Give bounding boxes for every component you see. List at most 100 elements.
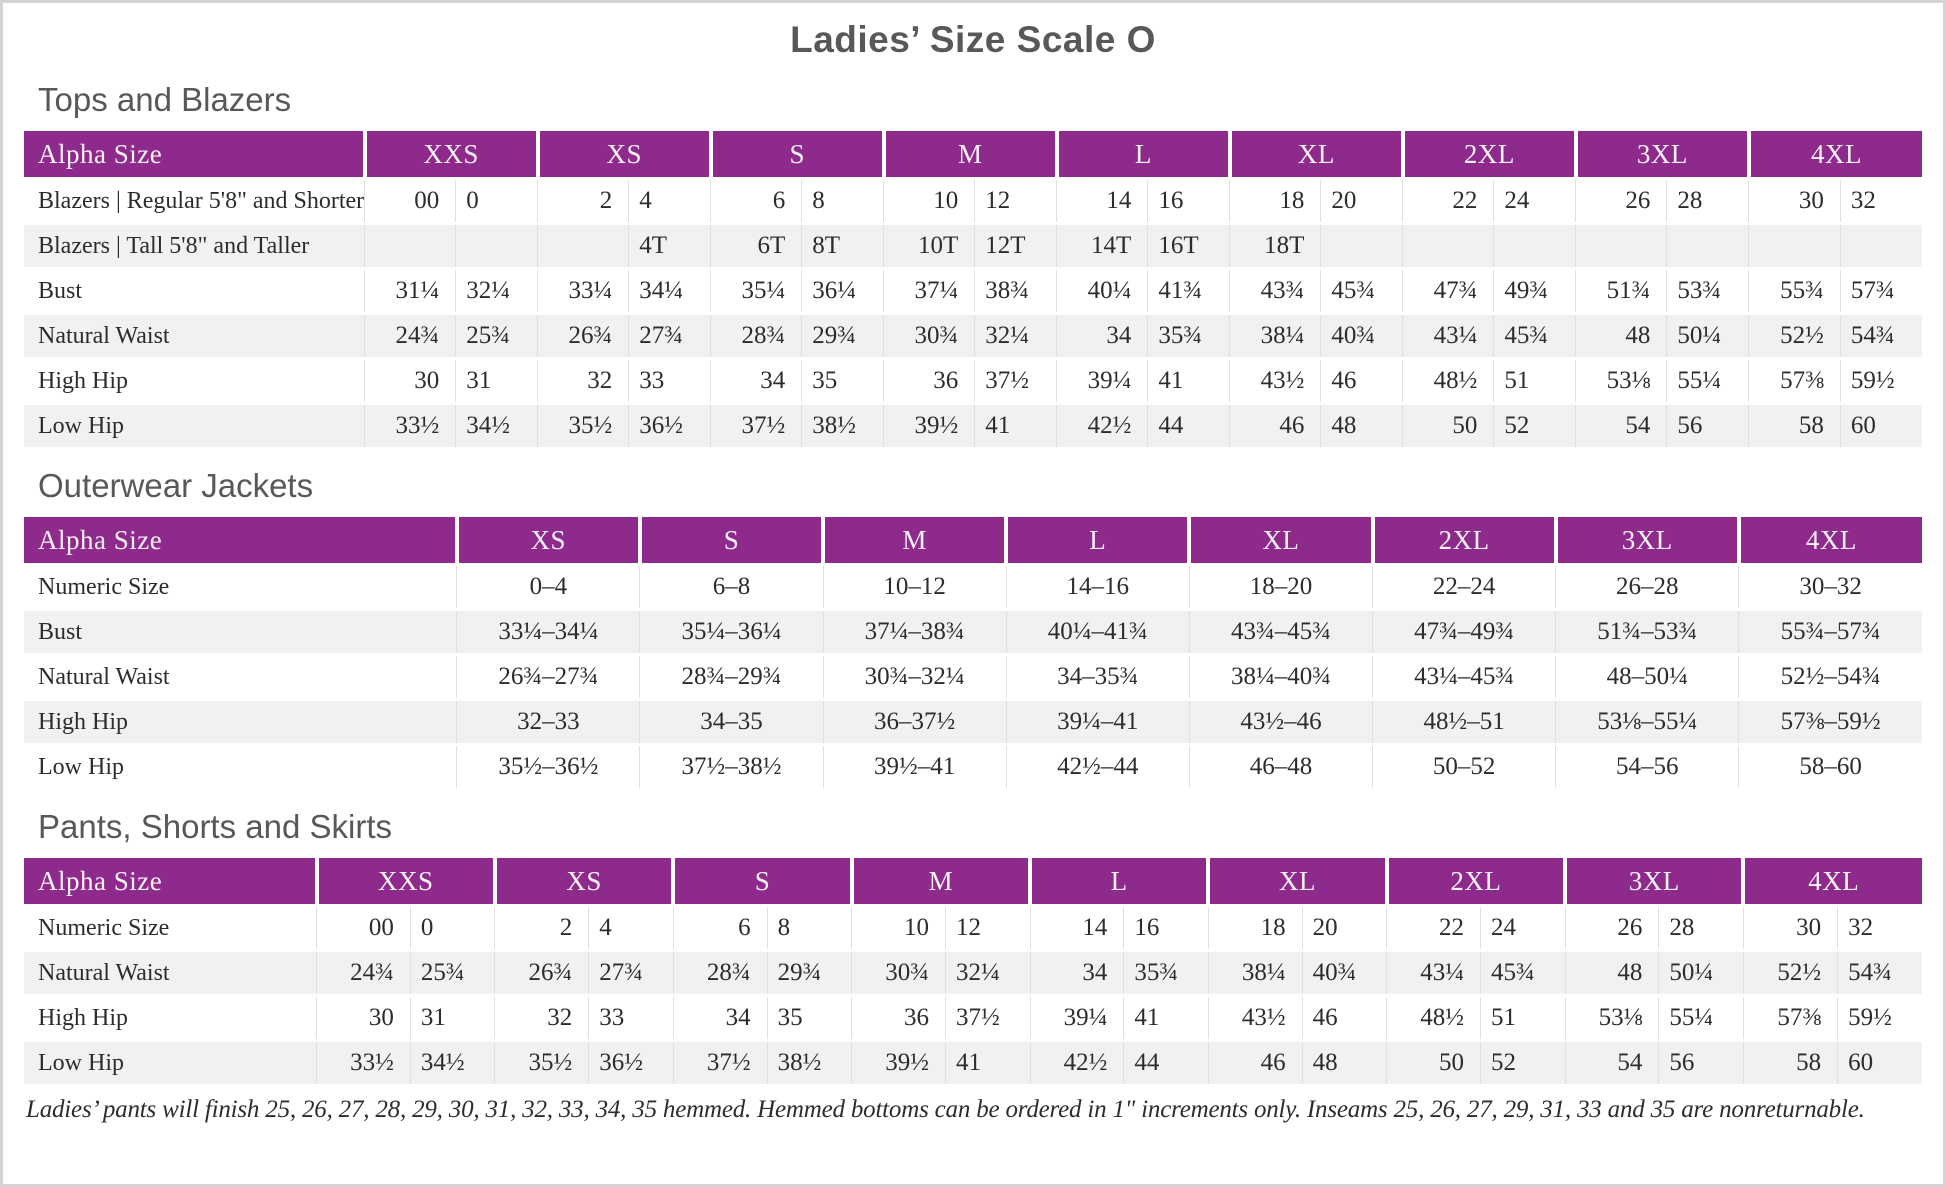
size-cell: 14 bbox=[1056, 177, 1148, 224]
size-cell: 43½ bbox=[1229, 357, 1321, 404]
size-column-header: XXS bbox=[362, 131, 538, 179]
size-cell: 30¾ bbox=[883, 312, 975, 359]
size-cell: 48 bbox=[1301, 1039, 1387, 1084]
size-cell: 34 bbox=[1056, 312, 1148, 359]
section-heading-outerwear-jackets: Outerwear Jackets bbox=[38, 467, 314, 504]
table-row: Low Hip 33½ 34½ 35½ 36½ 37½ 38½ 39½ 41 42½ 44 46 48 5… bbox=[24, 402, 1922, 447]
size-cell: 54 bbox=[1575, 402, 1667, 447]
size-cell: 40¾ bbox=[1320, 312, 1403, 359]
size-column-header: 2XL bbox=[1370, 517, 1556, 565]
size-cell: 10 bbox=[851, 904, 946, 951]
table-row: Natural Waist 24¾ 25¾ 26¾ 27¾ 28¾ 29¾ 30¾ 32¼ 34 3… bbox=[24, 949, 1922, 996]
page-title: Ladies’ Size Scale O bbox=[790, 19, 1156, 60]
size-cell: 56 bbox=[1666, 402, 1749, 447]
row-label: Low Hip bbox=[24, 743, 457, 788]
size-cell: 35½–36½ bbox=[456, 743, 640, 788]
size-cell: 10 bbox=[883, 177, 975, 224]
row-label: High Hip bbox=[24, 357, 365, 404]
size-cell: 10T bbox=[883, 222, 975, 269]
size-cell bbox=[455, 222, 538, 269]
size-cell: 18 bbox=[1229, 177, 1321, 224]
size-cell: 47¾ bbox=[1402, 267, 1494, 314]
size-cell: 38¼ bbox=[1229, 312, 1321, 359]
size-cell: 20 bbox=[1301, 904, 1387, 951]
size-cell: 32¼ bbox=[455, 267, 538, 314]
size-column-header: XL bbox=[1187, 517, 1373, 565]
size-cell: 36½ bbox=[588, 1039, 674, 1084]
size-cell: 40¾ bbox=[1301, 949, 1387, 996]
size-cell: 37½–38½ bbox=[639, 743, 824, 788]
size-cell: 36 bbox=[851, 994, 946, 1041]
size-cell: 31¼ bbox=[364, 267, 456, 314]
size-cell: 39½ bbox=[851, 1039, 946, 1084]
size-cell: 56 bbox=[1658, 1039, 1744, 1084]
size-cell: 12T bbox=[974, 222, 1057, 269]
size-cell: 57⅜ bbox=[1748, 357, 1841, 404]
size-cell: 41 bbox=[944, 1039, 1030, 1084]
table-row: High Hip 30 31 32 33 34 35 36 37½ 39¼ 41 43½ 46 48½ 51… bbox=[24, 357, 1922, 404]
size-cell: 6 bbox=[710, 177, 802, 224]
size-cell: 42½ bbox=[1056, 402, 1148, 447]
size-cell: 55¼ bbox=[1666, 357, 1749, 404]
size-cell: 53⅛ bbox=[1575, 357, 1667, 404]
size-cell: 30 bbox=[1748, 177, 1841, 224]
size-cell: 54¾ bbox=[1839, 312, 1922, 359]
size-cell: 34½ bbox=[409, 1039, 495, 1084]
size-cell bbox=[1575, 222, 1667, 269]
size-column-header: 3XL bbox=[1563, 858, 1744, 906]
size-cell: 34 bbox=[672, 994, 768, 1041]
size-cell: 60 bbox=[1839, 402, 1922, 447]
size-cell: 54¾ bbox=[1837, 949, 1922, 996]
size-cell: 50¼ bbox=[1658, 949, 1744, 996]
size-cell: 32¼ bbox=[944, 949, 1030, 996]
size-cell: 35¼ bbox=[710, 267, 802, 314]
size-cell: 55¾–57¾ bbox=[1738, 608, 1922, 655]
size-cell: 41¾ bbox=[1147, 267, 1230, 314]
size-cell: 30¾–32¼ bbox=[822, 653, 1007, 700]
size-cell: 26¾ bbox=[494, 949, 589, 996]
size-cell: 37½ bbox=[672, 1039, 768, 1084]
table-row: Natural Waist 26¾–27¾ 28¾–29¾ 30¾–32¼ 34–35¾… bbox=[24, 653, 1922, 700]
size-cell: 46 bbox=[1301, 994, 1387, 1041]
size-cell: 31 bbox=[455, 357, 538, 404]
size-cell: 48 bbox=[1575, 312, 1667, 359]
table-row: High Hip 32–33 34–35 36–37½ 39¼–41 43½–46 48½–… bbox=[24, 698, 1922, 745]
size-cell: 16 bbox=[1147, 177, 1230, 224]
header-row: Alpha Size XXS XS S M L XL 2XL 3XL 4XL bbox=[24, 131, 1922, 179]
size-cell: 43¼ bbox=[1402, 312, 1494, 359]
size-column-header: 3XL bbox=[1553, 517, 1739, 565]
size-column-header: XL bbox=[1227, 131, 1403, 179]
size-cell: 51 bbox=[1480, 994, 1566, 1041]
size-column-header: XS bbox=[492, 858, 674, 906]
size-cell: 39¼–41 bbox=[1005, 698, 1190, 745]
size-column-header: L bbox=[1054, 131, 1230, 179]
size-cell: 32 bbox=[494, 994, 589, 1041]
size-cell: 50–52 bbox=[1372, 743, 1556, 788]
size-column-header: S bbox=[637, 517, 824, 565]
table-row: Numeric Size 0–4 6–8 10–12 14–16 18–20 22–24 26… bbox=[24, 563, 1922, 610]
size-column-header: XXS bbox=[314, 858, 495, 906]
size-cell: 51¾ bbox=[1575, 267, 1667, 314]
size-cell: 26–28 bbox=[1555, 563, 1739, 610]
table-row: Low Hip 33½ 34½ 35½ 36½ 37½ 38½ 39½ 41 42½ 44 46 48 5… bbox=[24, 1039, 1922, 1084]
row-label: Natural Waist bbox=[24, 949, 317, 996]
size-cell: 39½ bbox=[883, 402, 975, 447]
size-cell: 26 bbox=[1575, 177, 1667, 224]
size-cell: 22 bbox=[1386, 904, 1481, 951]
table-row: Blazers | Regular 5'8" and Shorter 00 0 2 4 6… bbox=[24, 177, 1922, 224]
size-cell: 50¼ bbox=[1666, 312, 1749, 359]
size-cell: 38¾ bbox=[974, 267, 1057, 314]
page-content: Ladies’ Size Scale O Tops and Blazers Al… bbox=[3, 19, 1943, 1124]
size-cell: 27¾ bbox=[588, 949, 674, 996]
size-cell: 35 bbox=[801, 357, 884, 404]
pants-shorts-skirts-table: Alpha Size XXS XS S M L XL 2XL 3XL 4XL Numeric Siz… bbox=[24, 858, 1922, 1084]
size-cell: 37½ bbox=[944, 994, 1030, 1041]
size-cell: 52 bbox=[1480, 1039, 1566, 1084]
size-cell: 29¾ bbox=[801, 312, 884, 359]
size-cell: 57¾ bbox=[1839, 267, 1922, 314]
size-cell: 38¼–40¾ bbox=[1188, 653, 1373, 700]
size-cell: 33¼–34¼ bbox=[456, 608, 640, 655]
size-cell: 51¾–53¾ bbox=[1555, 608, 1739, 655]
size-cell: 37½ bbox=[974, 357, 1057, 404]
size-cell: 16T bbox=[1147, 222, 1230, 269]
